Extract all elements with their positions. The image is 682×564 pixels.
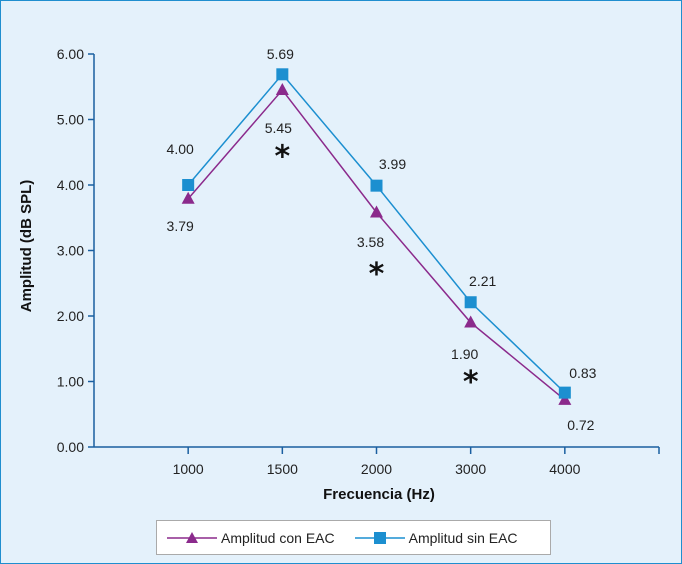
data-label: 5.45: [265, 120, 292, 136]
data-point-triangle: [464, 315, 478, 328]
y-axis-title: Amplitud (dB SPL): [18, 180, 35, 312]
data-label: 5.69: [267, 46, 294, 62]
data-label: 3.58: [357, 234, 384, 250]
significance-asterisk: *: [463, 365, 479, 400]
legend: Amplitud con EAC Amplitud sin EAC: [156, 520, 551, 555]
legend-item-con-eac: Amplitud con EAC: [167, 530, 335, 546]
y-tick-label: 5.00: [57, 112, 84, 128]
series-layer: [181, 68, 572, 405]
x-tick-label: 3000: [455, 461, 486, 477]
data-point-square: [370, 179, 383, 192]
x-tick-label: 1000: [173, 461, 204, 477]
x-tick-label: 2000: [361, 461, 392, 477]
data-point-triangle: [181, 191, 195, 204]
data-point-square: [558, 386, 571, 399]
data-point-triangle: [370, 205, 383, 218]
y-tick-label: 6.00: [57, 46, 84, 62]
data-label: 3.99: [379, 156, 406, 172]
labels-layer: 3.79 5.45 3.58 1.90 0.72 4.00 5.69 3.99 2.21 0.83…: [167, 46, 597, 433]
significance-asterisk: *: [369, 257, 385, 292]
x-tick-label: 1500: [267, 461, 298, 477]
y-tick-label: 2.00: [57, 308, 84, 324]
data-point-triangle: [275, 83, 289, 96]
data-label: 3.79: [167, 218, 194, 234]
data-point-square: [182, 179, 195, 191]
data-label: 1.90: [451, 346, 478, 362]
data-label: 4.00: [167, 141, 194, 157]
legend-label: Amplitud sin EAC: [408, 529, 518, 546]
legend-item-sin-eac: Amplitud sin EAC: [354, 529, 518, 546]
data-point-square: [276, 68, 289, 81]
triangle-marker-icon: [167, 531, 217, 543]
square-marker-icon: [354, 531, 405, 544]
data-point-square: [464, 296, 477, 309]
data-point-triangle: [558, 392, 572, 405]
line-chart: 0.00 1.00 2.00 3.00 4.00 5.00 6.00 1000 1500 2000…: [18, 46, 660, 503]
x-axis-title: Frecuencia (Hz): [323, 486, 435, 503]
axes: 0.00 1.00 2.00 3.00 4.00 5.00 6.00 1000 1500 2000…: [57, 46, 660, 477]
data-label: 0.72: [567, 417, 594, 433]
x-tick-label: 4000: [549, 461, 580, 477]
y-tick-label: 4.00: [57, 177, 84, 193]
significance-asterisk: *: [274, 139, 290, 174]
y-tick-label: 1.00: [57, 374, 84, 390]
data-label: 2.21: [469, 273, 496, 289]
y-tick-label: 3.00: [57, 243, 84, 259]
data-label: 0.83: [569, 365, 596, 381]
y-tick-label: 0.00: [57, 439, 84, 455]
legend-label: Amplitud con EAC: [221, 529, 335, 546]
